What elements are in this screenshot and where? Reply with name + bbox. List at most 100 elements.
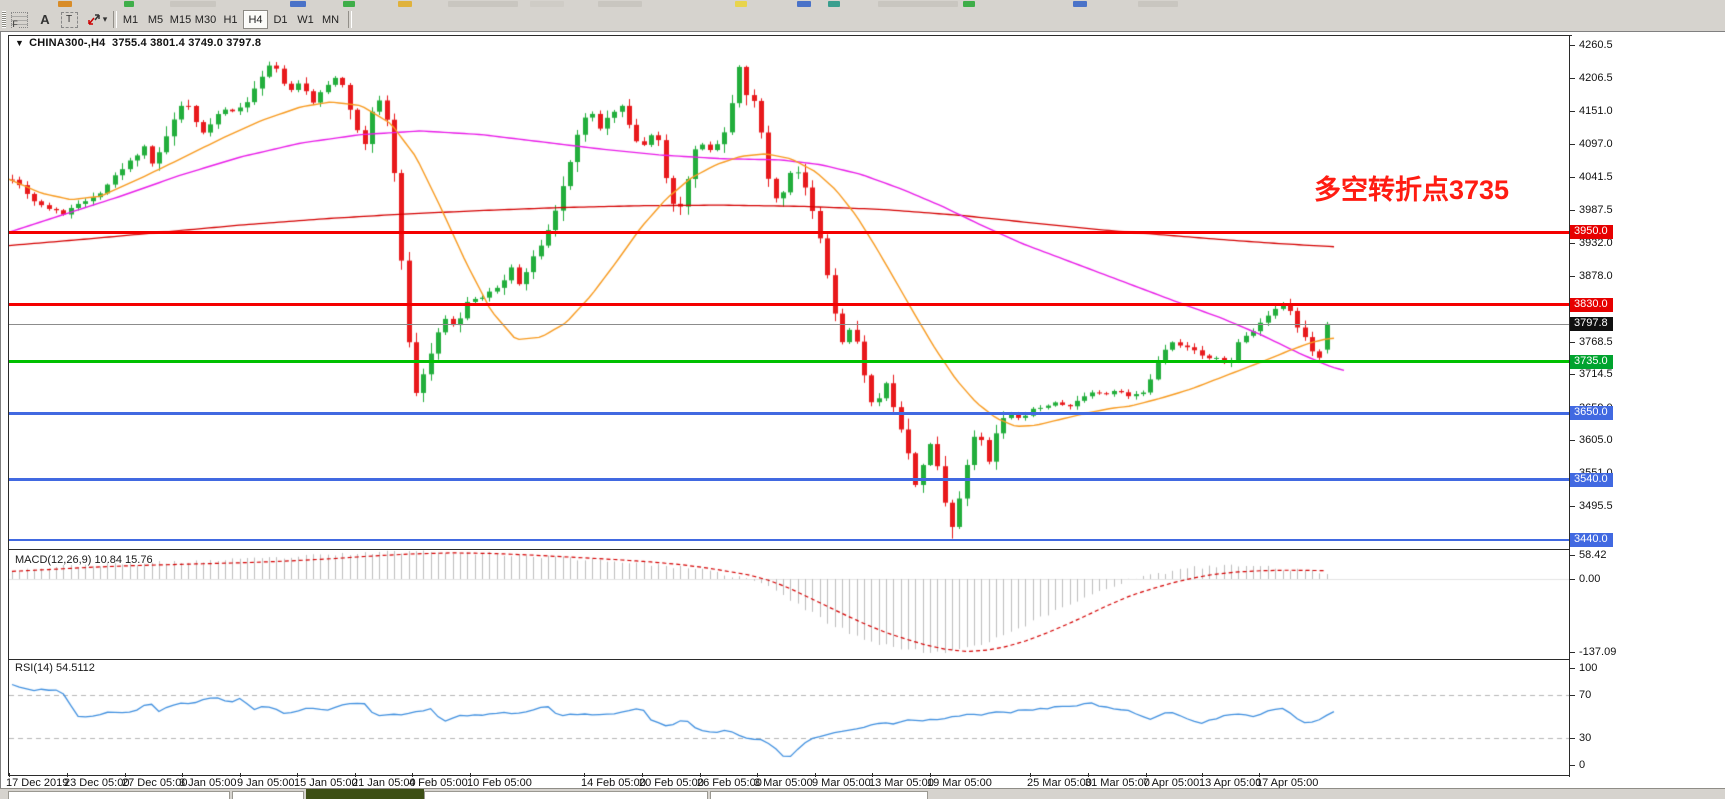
timeframe-button-m15[interactable]: M15 bbox=[169, 13, 192, 26]
toolbar-fragment bbox=[448, 1, 518, 7]
timeframe-button-m30[interactable]: M30 bbox=[194, 13, 217, 26]
price-axis[interactable]: 4260.5 4206.5 4151.0 4097.0 4041.5 3987.5 3932… bbox=[1569, 36, 1725, 777]
axis-tick bbox=[1569, 765, 1575, 766]
time-tick bbox=[1030, 773, 1031, 777]
axis-tick bbox=[1569, 374, 1575, 376]
price-tick-label: 3714.5 bbox=[1579, 368, 1613, 381]
axis-tick bbox=[1569, 440, 1575, 442]
macd-level-label: 58.42 bbox=[1579, 549, 1607, 561]
time-tick bbox=[355, 773, 356, 777]
time-tick bbox=[470, 773, 471, 777]
ohlc-values: 3755.4 3801.4 3749.0 3797.8 bbox=[112, 37, 262, 49]
tool-fibonacci-grid-tool[interactable]: F bbox=[8, 10, 30, 29]
time-tick bbox=[125, 773, 126, 777]
toolbar-fragment bbox=[530, 1, 564, 7]
time-tick bbox=[815, 773, 816, 777]
price-tick-label: 4260.5 bbox=[1579, 39, 1613, 51]
time-label: 23 Dec 05:00 bbox=[64, 777, 130, 789]
toolbar-fragment bbox=[735, 1, 747, 7]
toolbar-fragment bbox=[170, 1, 216, 7]
price-badge: 3797.8 bbox=[1570, 317, 1613, 332]
macd-level-label: 0.00 bbox=[1579, 573, 1601, 585]
price-tick-label: 3768.5 bbox=[1579, 335, 1613, 348]
toolbar-fragment bbox=[598, 1, 642, 7]
price-badge: 3540.0 bbox=[1570, 472, 1613, 487]
horizontal-line-3797.8[interactable] bbox=[9, 323, 1569, 325]
horizontal-line-3540[interactable] bbox=[9, 478, 1569, 482]
horizontal-line-3950[interactable] bbox=[9, 230, 1569, 234]
toolbar-fragment bbox=[343, 1, 355, 7]
time-tick bbox=[642, 773, 643, 777]
chart-title: ▼ CHINA300-,H4 3755.4 3801.4 3749.0 3797.… bbox=[15, 37, 261, 49]
time-label: 15 Jan 05:00 bbox=[294, 777, 358, 789]
toolbar-separator bbox=[348, 11, 352, 28]
price-tick-label: 4206.5 bbox=[1579, 71, 1613, 84]
toolbar-fragment bbox=[963, 1, 975, 7]
toolbar-fragment bbox=[797, 1, 811, 7]
timeframe-button-m1[interactable]: M1 bbox=[122, 13, 139, 26]
time-label: 27 Dec 05:00 bbox=[122, 777, 188, 789]
horizontal-line-3440[interactable] bbox=[9, 538, 1569, 541]
time-label: 26 Feb 05:00 bbox=[697, 777, 762, 789]
axis-tick bbox=[1569, 45, 1575, 46]
horizontal-line-3735[interactable] bbox=[9, 360, 1569, 364]
tool-text-box-tool[interactable]: T bbox=[58, 10, 80, 29]
chevron-down-icon[interactable]: ▼ bbox=[15, 38, 25, 48]
timeframe-button-mn[interactable]: MN bbox=[321, 13, 340, 26]
price-tick-label: 4041.5 bbox=[1579, 171, 1613, 184]
timeframe-button-h1[interactable]: H1 bbox=[223, 13, 238, 26]
timeframe-button-d1[interactable]: D1 bbox=[273, 13, 288, 26]
macd-indicator-canvas[interactable] bbox=[9, 550, 1569, 657]
horizontal-line-3830[interactable] bbox=[9, 303, 1569, 307]
macd-level-label: -137.09 bbox=[1579, 646, 1617, 658]
horizontal-line-3650[interactable] bbox=[9, 411, 1569, 415]
axis-tick bbox=[1569, 275, 1575, 277]
timeframe-button-w1[interactable]: W1 bbox=[297, 13, 314, 26]
axis-tick bbox=[1569, 506, 1575, 508]
rsi-level-label: 70 bbox=[1579, 689, 1592, 701]
price-tick-label: 3495.5 bbox=[1579, 500, 1613, 513]
time-tick bbox=[872, 773, 873, 777]
clipped-block bbox=[306, 789, 424, 799]
time-tick bbox=[1202, 773, 1203, 777]
rsi-indicator-canvas[interactable] bbox=[9, 660, 1569, 773]
axis-tick bbox=[1569, 668, 1575, 669]
axis-tick bbox=[1569, 341, 1575, 343]
time-label: 13 Apr 05:00 bbox=[1199, 777, 1262, 789]
timeframe-button-m5[interactable]: M5 bbox=[147, 13, 164, 26]
price-badge: 3735.0 bbox=[1570, 354, 1613, 369]
chart-window: ▼ CHINA300-,H4 3755.4 3801.4 3749.0 3797.… bbox=[0, 31, 1725, 789]
price-tick-label: 3878.0 bbox=[1579, 269, 1613, 282]
rsi-level-label: 100 bbox=[1579, 662, 1598, 674]
price-tick-label: 4097.0 bbox=[1579, 137, 1613, 150]
text-box-icon: T bbox=[60, 11, 78, 28]
fibonacci-grid-icon: F bbox=[10, 11, 28, 28]
tool-text-label-tool[interactable]: A bbox=[34, 10, 56, 29]
time-label: 21 Jan 05:00 bbox=[352, 777, 416, 789]
clipped-cell bbox=[710, 791, 928, 799]
time-label: 20 Feb 05:00 bbox=[639, 777, 704, 789]
time-tick bbox=[67, 773, 68, 777]
time-tick bbox=[297, 773, 298, 777]
time-label: 9 Mar 05:00 bbox=[812, 777, 871, 789]
time-tick bbox=[240, 773, 241, 777]
timeframe-button-h4[interactable]: H4 bbox=[243, 10, 268, 29]
toolbar-grip bbox=[2, 11, 6, 28]
dropdown-caret-icon: ▾ bbox=[102, 14, 108, 24]
axis-tick bbox=[1569, 77, 1575, 79]
tool-arrow-tools[interactable]: ▾ bbox=[84, 10, 110, 29]
toolbar-fragment bbox=[1073, 1, 1087, 7]
price-badge: 3830.0 bbox=[1570, 297, 1613, 312]
time-label: 31 Mar 05:00 bbox=[1085, 777, 1150, 789]
axis-tick bbox=[1569, 738, 1575, 739]
time-tick bbox=[1088, 773, 1089, 777]
symbol-period-label: CHINA300-,H4 bbox=[29, 37, 106, 49]
axis-tick bbox=[1569, 243, 1575, 245]
macd-label: MACD(12,26,9) 10.84 15.76 bbox=[15, 554, 153, 566]
toolbar-separator bbox=[113, 11, 117, 28]
time-label: 4 Feb 05:00 bbox=[409, 777, 468, 789]
chart-text-annotation[interactable]: 多空转折点3735 bbox=[1314, 175, 1510, 205]
price-chart-canvas[interactable] bbox=[9, 36, 1569, 547]
toolbar-fragment bbox=[878, 1, 958, 7]
toolbar-fragment bbox=[124, 1, 134, 7]
